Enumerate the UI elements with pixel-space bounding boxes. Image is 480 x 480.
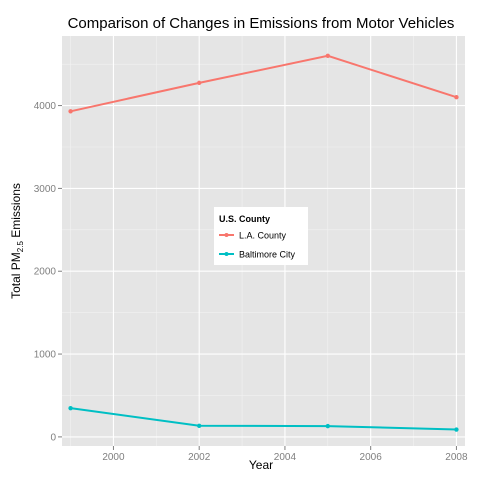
data-point-l-a-county <box>454 95 459 100</box>
data-point-baltimore-city <box>196 423 202 428</box>
data-point-baltimore-city <box>325 423 331 429</box>
axis-ticks: 2000 2002 2004 2006 2008 0 1000 2000 3000 4000 <box>34 101 468 463</box>
series-line-baltimore-city <box>70 407 457 431</box>
legend: U.S. County L.A. County Baltimore City <box>214 207 308 265</box>
legend-items: L.A. County Baltimore City <box>219 231 296 260</box>
y-axis-label-rest: Emissions <box>9 183 23 241</box>
y-tick-label: 2000 <box>34 267 57 278</box>
y-axis-label-subscript: 2.5 <box>16 241 25 253</box>
y-axis-label: Total PM2.5 Emissions <box>9 183 25 299</box>
data-point-l-a-county <box>325 53 331 58</box>
legend-key-point-baltimore-city <box>224 252 229 256</box>
data-point-l-a-county <box>68 109 73 114</box>
series-line-l-a-county <box>70 54 457 113</box>
major-gridlines <box>62 36 465 446</box>
legend-label-baltimore-city: Baltimore City <box>239 250 296 260</box>
legend-key-point-l-a-county <box>224 233 229 237</box>
data-point-baltimore-city <box>454 427 459 432</box>
y-tick-label: 3000 <box>34 184 57 195</box>
x-tick-label: 2002 <box>188 452 211 463</box>
x-axis-label: Year <box>249 458 273 472</box>
data-point-baltimore-city <box>68 405 73 411</box>
legend-label-l-a-county: L.A. County <box>239 231 287 241</box>
series-layer <box>68 53 459 432</box>
x-tick-label: 2004 <box>274 452 297 463</box>
x-tick-label: 2008 <box>445 452 468 463</box>
y-tick-label: 4000 <box>34 101 57 112</box>
legend-title: U.S. County <box>219 214 270 224</box>
chart-title: Comparison of Changes in Emissions from … <box>68 15 455 32</box>
y-tick-label: 0 <box>50 432 56 443</box>
data-point-l-a-county <box>196 80 202 86</box>
y-tick-label: 1000 <box>34 350 57 361</box>
x-tick-label: 2006 <box>360 452 383 463</box>
x-tick-label: 2000 <box>102 452 125 463</box>
y-axis-label-main: Total PM <box>9 252 23 299</box>
